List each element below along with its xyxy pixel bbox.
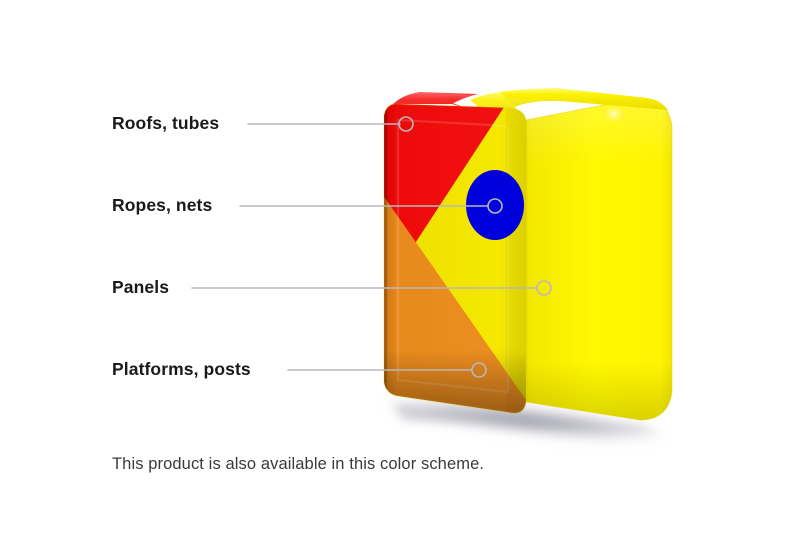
specular-highlight-icon	[601, 103, 627, 125]
callout-label-panels: Panels	[112, 277, 170, 297]
caption-text: This product is also available in this c…	[112, 455, 485, 473]
leader-marker-ropes-nets[interactable]	[487, 198, 503, 214]
product-front-face	[384, 104, 526, 414]
leader-marker-roofs-tubes[interactable]	[398, 116, 414, 132]
product-shadow	[381, 395, 669, 445]
front-face-edge	[383, 103, 527, 414]
leader-lines-group	[191, 116, 552, 378]
callout-label-roofs-tubes: Roofs, tubes	[112, 113, 220, 133]
callout-label-ropes-nets: Ropes, nets	[112, 195, 213, 215]
callout-label-platforms-posts: Platforms, posts	[112, 359, 251, 379]
ropes-nets-region	[466, 170, 524, 240]
leader-marker-panels[interactable]	[536, 280, 552, 296]
product-side-face	[526, 98, 672, 420]
leader-marker-platforms-posts[interactable]	[471, 362, 487, 378]
